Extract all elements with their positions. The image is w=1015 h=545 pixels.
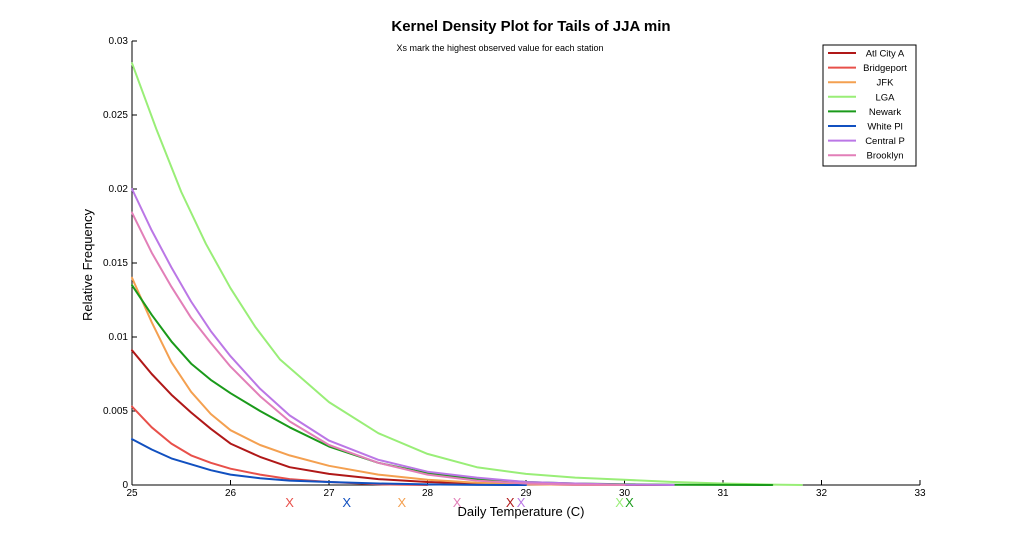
y-tick-label: 0.005 <box>103 406 128 417</box>
series-line-lga <box>131 62 803 486</box>
series-line-newark <box>131 284 774 486</box>
max-marker: X <box>342 495 351 510</box>
max-marker: X <box>625 495 634 510</box>
chart-subtitle: Xs mark the highest observed value for e… <box>396 43 603 53</box>
x-tick-label: 30 <box>619 488 631 499</box>
x-tick-label: 27 <box>323 488 335 499</box>
legend-label: JFK <box>877 78 895 89</box>
series-line-jfk <box>131 276 626 486</box>
x-tick-label: 26 <box>225 488 237 499</box>
x-tick-label: 29 <box>520 488 532 499</box>
series-line-white-pl <box>131 438 527 486</box>
y-tick-label: 0.03 <box>109 36 129 47</box>
x-tick-label: 31 <box>717 488 729 499</box>
legend: Atl City A Bridgeport JFK LGA Newark White Pl… <box>822 44 917 167</box>
x-tick-label: 33 <box>914 488 926 499</box>
x-tick-label: 28 <box>422 488 434 499</box>
series-line-brooklyn <box>131 211 626 486</box>
max-marker: X <box>285 495 294 510</box>
x-tick-label: 32 <box>816 488 828 499</box>
chart-title: Kernel Density Plot for Tails of JJA min <box>391 18 670 35</box>
legend-box <box>822 44 917 167</box>
legend-label: Bridgeport <box>863 63 907 74</box>
max-marker: X <box>506 495 515 510</box>
legend-label: Newark <box>869 107 901 118</box>
y-tick-label: 0.015 <box>103 258 128 269</box>
max-marker: X <box>453 495 462 510</box>
x-axis-label: Daily Temperature (C) <box>458 504 585 519</box>
max-marker: X <box>398 495 407 510</box>
y-tick-label: 0.02 <box>109 184 129 195</box>
y-tick-label: 0.025 <box>103 110 128 121</box>
max-marker: X <box>615 495 624 510</box>
legend-label: White Pl <box>867 122 902 133</box>
y-tick-label: 0.01 <box>109 332 129 343</box>
plot-axes: 25 26 27 28 29 30 31 32 33 0 0.005 0.01 0.015 0.02 0.0… <box>103 36 926 499</box>
y-tick-label: 0 <box>122 480 128 491</box>
series-line-central-p <box>131 188 675 486</box>
legend-label: LGA <box>875 92 895 103</box>
legend-label: Atl City A <box>866 49 905 60</box>
x-tick-label: 25 <box>126 488 138 499</box>
series-line-bridgeport <box>131 405 429 486</box>
y-axis-label: Relative Frequency <box>80 209 95 321</box>
legend-label: Central P <box>865 136 905 147</box>
series-layer <box>131 62 803 486</box>
max-marker: X <box>517 495 526 510</box>
legend-label: Brooklyn <box>867 151 904 162</box>
